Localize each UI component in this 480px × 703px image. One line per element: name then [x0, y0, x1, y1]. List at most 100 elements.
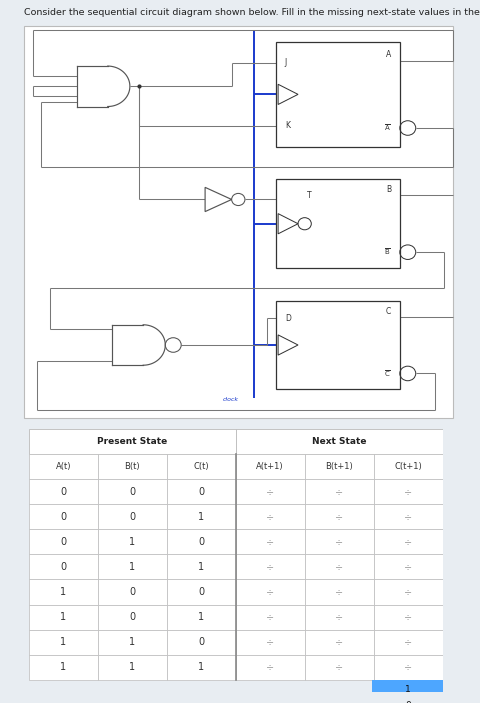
Text: 0: 0 [60, 512, 66, 522]
Bar [304, 529, 373, 555]
Text: 0: 0 [198, 537, 204, 547]
Text: ÷: ÷ [265, 637, 274, 647]
Text: 0: 0 [198, 587, 204, 597]
Text: 0: 0 [60, 486, 66, 496]
Text: A: A [385, 50, 390, 59]
Bar [304, 579, 373, 605]
Bar [167, 630, 235, 654]
Bar [97, 579, 167, 605]
Text: 0: 0 [198, 486, 204, 496]
Bar [373, 579, 442, 605]
Text: ÷: ÷ [335, 537, 342, 547]
Bar [29, 605, 97, 630]
Text: 1: 1 [60, 662, 66, 672]
Text: B: B [385, 186, 390, 195]
Bar [235, 454, 304, 479]
Bar [29, 504, 97, 529]
Bar [167, 479, 235, 504]
Text: 0: 0 [129, 612, 135, 622]
Bar [276, 300, 399, 389]
Bar [373, 630, 442, 654]
Text: C(t): C(t) [193, 462, 209, 471]
Text: 0: 0 [129, 512, 135, 522]
Bar [304, 454, 373, 479]
Bar [29, 654, 97, 680]
Text: ÷: ÷ [335, 587, 342, 597]
Text: A(t+1): A(t+1) [256, 462, 283, 471]
Bar [373, 504, 442, 529]
Bar [304, 605, 373, 630]
Text: 1: 1 [60, 587, 66, 597]
Text: K: K [284, 122, 289, 131]
Bar [167, 605, 235, 630]
Text: Next State: Next State [311, 437, 366, 446]
Bar [304, 630, 373, 654]
Text: 0: 0 [129, 486, 135, 496]
Bar [97, 454, 167, 479]
Bar [29, 579, 97, 605]
Text: 1: 1 [198, 612, 204, 622]
Text: ÷: ÷ [265, 662, 274, 672]
Text: ÷: ÷ [335, 512, 342, 522]
Text: 1: 1 [60, 637, 66, 647]
Bar [167, 579, 235, 605]
Bar [97, 504, 167, 529]
Bar [29, 454, 97, 479]
Bar [371, 680, 444, 694]
Text: $\overline{\rm A}$: $\overline{\rm A}$ [384, 123, 390, 133]
Text: ÷: ÷ [265, 512, 274, 522]
Bar [373, 654, 442, 680]
Text: ÷: ÷ [403, 486, 411, 496]
Bar [373, 555, 442, 579]
Text: 1: 1 [198, 512, 204, 522]
Bar [235, 529, 304, 555]
Bar [29, 479, 97, 504]
Text: T: T [306, 191, 311, 200]
Bar [97, 479, 167, 504]
Text: 1: 1 [198, 662, 204, 672]
Polygon shape [277, 214, 298, 234]
Text: Present State: Present State [97, 437, 167, 446]
Text: 0: 0 [60, 537, 66, 547]
Bar [304, 654, 373, 680]
Bar [235, 579, 304, 605]
Text: ÷: ÷ [335, 637, 342, 647]
Text: 1: 1 [60, 612, 66, 622]
Bar [97, 630, 167, 654]
Bar [29, 529, 97, 555]
Text: 1: 1 [198, 562, 204, 572]
Text: B(t+1): B(t+1) [324, 462, 352, 471]
Bar [29, 555, 97, 579]
Bar [235, 654, 304, 680]
Text: J: J [284, 58, 287, 67]
Bar [371, 680, 444, 703]
Polygon shape [204, 187, 231, 212]
Text: Consider the sequential circuit diagram shown below. Fill in the missing next-st: Consider the sequential circuit diagram … [24, 8, 480, 18]
Bar [167, 454, 235, 479]
Text: 0: 0 [198, 637, 204, 647]
Bar [29, 630, 97, 654]
Bar [97, 555, 167, 579]
Text: ÷: ÷ [335, 486, 342, 496]
Bar [373, 454, 442, 479]
Bar [304, 479, 373, 504]
Text: $\overline{\rm B}$: $\overline{\rm B}$ [384, 247, 390, 257]
Text: 0: 0 [60, 562, 66, 572]
Bar [304, 504, 373, 529]
Bar [235, 429, 442, 454]
Bar [235, 504, 304, 529]
Bar [167, 504, 235, 529]
Text: 1: 1 [129, 562, 135, 572]
Text: C(t+1): C(t+1) [393, 462, 421, 471]
Text: C: C [385, 307, 390, 316]
Text: clock: clock [222, 396, 238, 401]
Bar [167, 555, 235, 579]
Bar [276, 179, 399, 268]
Bar [373, 605, 442, 630]
Text: 0: 0 [404, 701, 410, 703]
Bar [276, 42, 399, 147]
Polygon shape [277, 84, 298, 105]
Text: ÷: ÷ [403, 637, 411, 647]
Text: 1: 1 [129, 537, 135, 547]
Text: ÷: ÷ [403, 612, 411, 622]
